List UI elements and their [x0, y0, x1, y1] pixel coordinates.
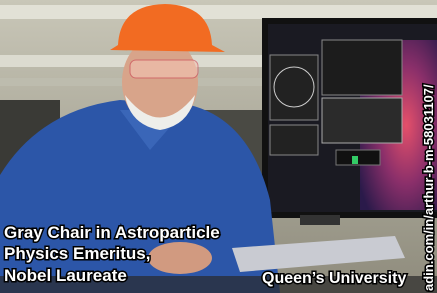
caption-line: Nobel Laureate: [4, 266, 127, 285]
page: Gray Chair in Astroparticle Physics Emer…: [0, 0, 437, 293]
panel: [270, 55, 318, 120]
peak: [352, 156, 358, 164]
photo: Gray Chair in Astroparticle Physics Emer…: [0, 0, 437, 293]
panel: [322, 40, 402, 95]
pipe: [0, 5, 437, 19]
caption-line: Gray Chair in Astroparticle: [4, 223, 220, 242]
goggles: [130, 60, 198, 78]
panel: [270, 125, 318, 155]
caption-line: Physics Emeritus,: [4, 244, 150, 263]
institution: Queen’s University: [262, 270, 406, 287]
stand: [300, 215, 340, 225]
panel: [322, 98, 402, 143]
watermark: adin.com/in/arthur-b-m-58031107/: [421, 84, 436, 291]
hands: [148, 242, 212, 274]
